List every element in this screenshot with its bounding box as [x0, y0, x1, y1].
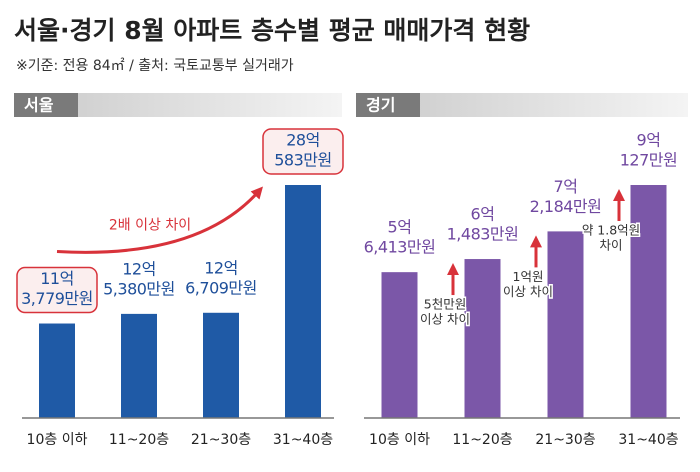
annotation-arrow — [56, 186, 263, 254]
x-tick-label: 11~20층 — [452, 432, 512, 448]
value-label: 28억 — [286, 131, 320, 150]
value-label: 127만원 — [620, 151, 677, 170]
bar — [464, 259, 501, 418]
x-tick-label: 10층 이하 — [27, 432, 88, 448]
page-title: 서울·경기 8월 아파트 층수별 평균 매매가격 현황 — [14, 16, 530, 45]
value-label: 5억 — [388, 218, 412, 237]
value-label: 6억 — [471, 205, 495, 224]
annotation: 2배 이상 차이 — [109, 218, 191, 234]
bar — [203, 312, 239, 418]
x-tick-label: 31~40층 — [618, 432, 678, 448]
value-label: 12억 — [122, 259, 156, 278]
value-label: 583만원 — [274, 151, 331, 170]
value-label: 6,709만원 — [185, 278, 257, 297]
bar — [285, 185, 321, 418]
x-tick-label: 31~40층 — [273, 432, 333, 448]
annotation: 1억원 — [513, 269, 544, 284]
label-box — [262, 128, 344, 175]
value-label: 3,779만원 — [21, 289, 93, 308]
bar — [381, 272, 418, 418]
page-subtitle: ※기준: 전용 84㎡ / 출처: 국토교통부 실거래가 — [16, 58, 294, 74]
panel-title: 경기 — [366, 96, 395, 115]
bar — [547, 231, 584, 418]
annotation: 약 1.8억원 — [582, 223, 640, 238]
value-label: 9억 — [637, 131, 661, 150]
bar — [39, 323, 75, 418]
annotation: 이상 차이 — [503, 284, 553, 299]
bar — [630, 185, 667, 418]
label-box — [16, 266, 98, 314]
bar — [121, 313, 157, 418]
value-label: 12억 — [204, 258, 238, 277]
value-label: 6,413만원 — [364, 238, 436, 257]
value-label: 5,380만원 — [103, 279, 175, 298]
x-tick-label: 10층 이하 — [369, 432, 430, 448]
annotation: 이상 차이 — [420, 312, 470, 327]
panel-title: 서울 — [24, 96, 54, 115]
x-tick-label: 11~20층 — [109, 432, 169, 448]
value-label: 7억 — [554, 177, 578, 196]
panel-header-box — [356, 93, 420, 117]
value-label: 1,483만원 — [447, 225, 519, 244]
x-tick-label: 21~30층 — [535, 432, 595, 448]
value-label: 2,184만원 — [530, 197, 602, 216]
panel-header-box — [14, 93, 78, 117]
value-label: 11억 — [40, 269, 74, 288]
annotation: 차이 — [599, 238, 622, 253]
annotation: 5천만원 — [424, 297, 466, 312]
x-tick-label: 21~30층 — [191, 432, 251, 448]
